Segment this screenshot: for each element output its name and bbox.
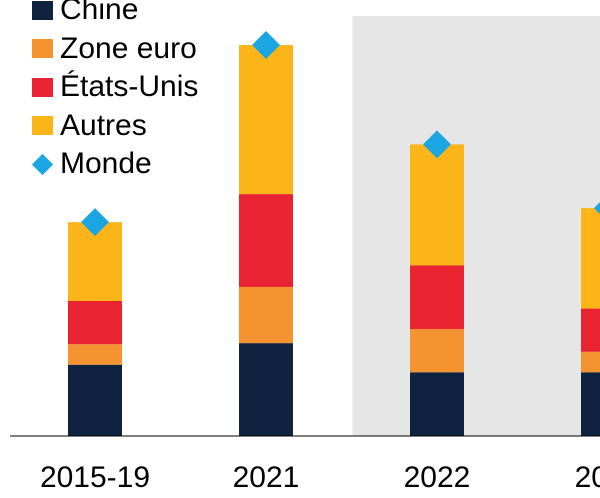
x-tick-label-2015-19: 2015-19 <box>40 461 150 494</box>
monde-marker-2021 <box>252 31 280 60</box>
legend-label-etats-unis: États-Unis <box>60 70 199 104</box>
bar-segment-zone-euro-2015-19 <box>68 344 122 365</box>
legend-swatch-chine <box>32 0 53 20</box>
legend-item-monde: Monde <box>31 145 198 184</box>
bar-segment--tats-unis-2023 <box>581 308 600 352</box>
legend-item-zone-euro: Zone euro <box>32 30 198 69</box>
bar-segment--tats-unis-2022 <box>410 265 464 330</box>
legend-label-monde: Monde <box>60 147 152 181</box>
monde-marker-2022 <box>423 130 451 159</box>
bar-segment-autres-2021 <box>239 45 293 195</box>
legend-item-chine: Chine <box>32 0 198 30</box>
monde-markers-group <box>81 31 600 237</box>
monde-marker-2023 <box>594 202 600 215</box>
bar-segment-zone-euro-2021 <box>239 286 293 344</box>
bar-segment--tats-unis-2021 <box>239 194 293 287</box>
bar-segment-autres-2023 <box>581 208 600 309</box>
forecast-shading <box>352 16 600 436</box>
bar-segment-chine-2023 <box>581 372 600 436</box>
monde-marker-2015-19 <box>81 208 109 237</box>
bar-segment-chine-2015-19 <box>68 364 122 436</box>
x-tick-label-2022: 2022 <box>404 461 471 494</box>
bars-group <box>68 45 600 436</box>
legend-item-etats-unis: États-Unis <box>32 68 198 107</box>
bar-segment-autres-2022 <box>410 144 464 266</box>
legend-diamond-icon <box>31 153 54 175</box>
bar-segment-chine-2021 <box>239 343 293 436</box>
x-tick-label-2023: 2023 <box>575 461 600 494</box>
bar-segment-chine-2022 <box>410 372 464 436</box>
bar-segment-zone-euro-2022 <box>410 329 464 373</box>
legend-label-zone-euro: Zone euro <box>60 31 197 65</box>
bar-segment--tats-unis-2015-19 <box>68 301 122 345</box>
legend-swatch-zone-euro <box>32 39 53 59</box>
bar-segment-zone-euro-2023 <box>581 351 600 373</box>
legend-label-autres: Autres <box>60 108 147 142</box>
legend-swatch-autres <box>32 116 53 136</box>
x-tick-label-2021: 2021 <box>233 461 300 494</box>
legend-label-chine: Chine <box>60 0 139 27</box>
legend: Chine Zone euro États-Unis Autres Monde <box>31 0 198 184</box>
legend-item-autres: Autres <box>32 107 198 146</box>
x-tick-labels: 2015-19 2021 2022 2023 <box>40 461 600 494</box>
legend-swatch-etats-unis <box>32 77 53 97</box>
